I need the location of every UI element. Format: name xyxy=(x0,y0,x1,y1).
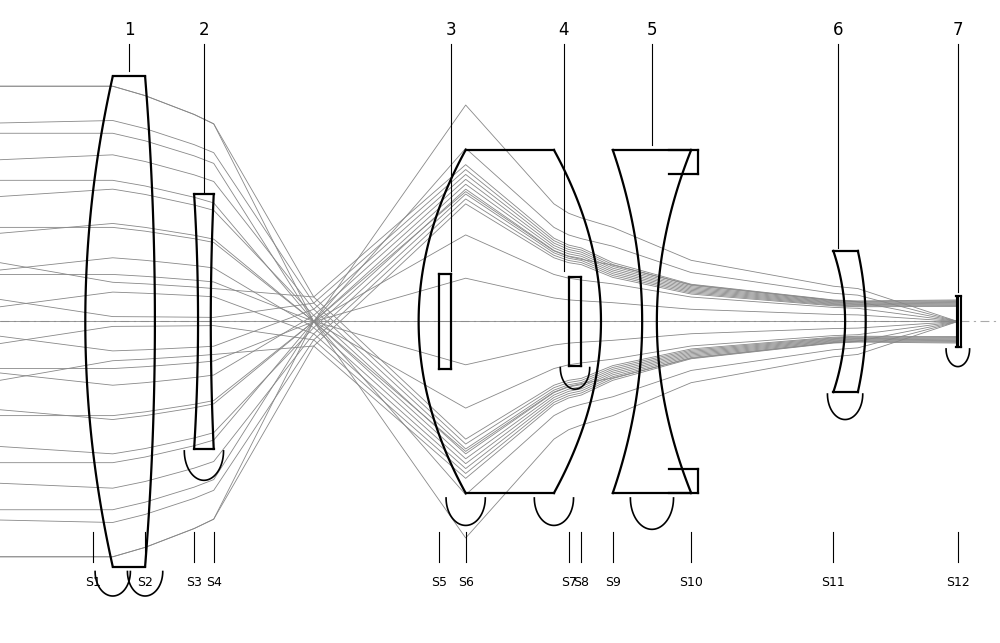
Text: 3: 3 xyxy=(446,21,456,39)
Text: S6: S6 xyxy=(458,576,474,590)
Text: S10: S10 xyxy=(679,576,703,590)
Text: 5: 5 xyxy=(647,21,657,39)
Text: 2: 2 xyxy=(199,21,209,39)
Text: S1: S1 xyxy=(85,576,101,590)
Text: 4: 4 xyxy=(558,21,569,39)
Text: S8: S8 xyxy=(573,576,589,590)
Text: 6: 6 xyxy=(833,21,843,39)
Text: S7: S7 xyxy=(561,576,577,590)
Text: S2: S2 xyxy=(137,576,153,590)
Text: S5: S5 xyxy=(431,576,447,590)
Text: S3: S3 xyxy=(186,576,202,590)
Text: S4: S4 xyxy=(206,576,222,590)
Text: S9: S9 xyxy=(605,576,621,590)
Text: 7: 7 xyxy=(953,21,963,39)
Text: 1: 1 xyxy=(124,21,135,39)
Text: S11: S11 xyxy=(821,576,845,590)
Text: S12: S12 xyxy=(946,576,970,590)
